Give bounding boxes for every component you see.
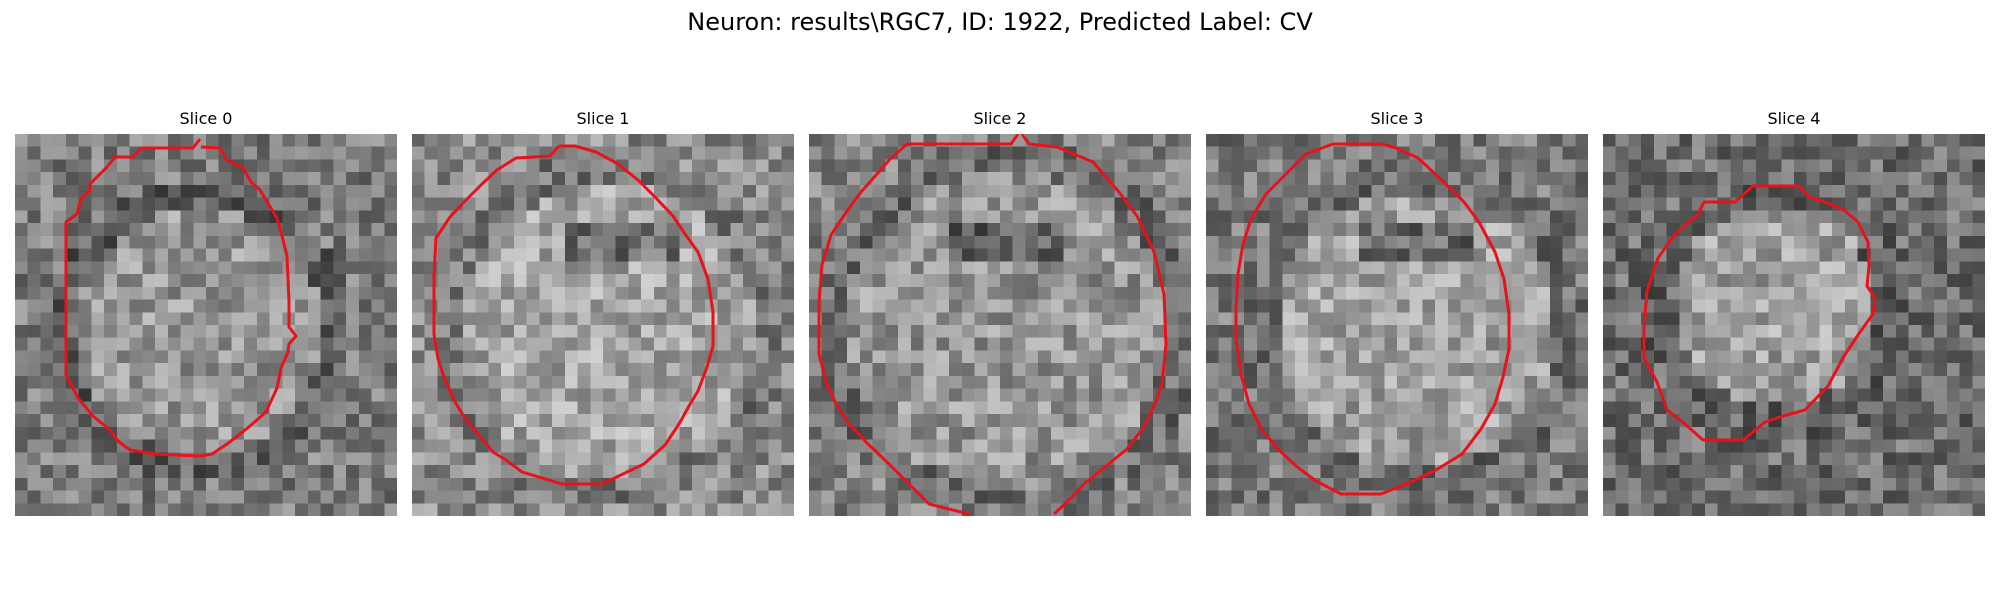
segmentation-contour (817, 134, 1168, 516)
segmentation-contour (1642, 184, 1877, 442)
slice-image (1603, 134, 1985, 516)
grayscale-image (809, 134, 1191, 516)
grayscale-image (1603, 134, 1985, 516)
slice-image (412, 134, 794, 516)
contour-line (1020, 134, 1168, 516)
contour-line (1234, 142, 1511, 496)
contour-line (64, 138, 298, 458)
slice-title: Slice 0 (179, 109, 233, 128)
grayscale-image (412, 134, 794, 516)
slice-title: Slice 1 (576, 109, 630, 128)
contour-line (432, 144, 715, 486)
figure-title: Neuron: results\RGC7, ID: 1922, Predicte… (687, 8, 1313, 36)
segmentation-contour (1234, 142, 1511, 496)
slice-title: Slice 2 (973, 109, 1027, 128)
slice-title: Slice 4 (1767, 109, 1821, 128)
segmentation-contour (432, 144, 715, 486)
slice-title: Slice 3 (1370, 109, 1424, 128)
contour-line (1642, 184, 1877, 442)
slice-image (809, 134, 1191, 516)
slice-image (1206, 134, 1588, 516)
slice-image (15, 134, 397, 516)
segmentation-contour (64, 138, 298, 458)
contour-line (817, 134, 1020, 516)
grayscale-image (15, 134, 397, 516)
grayscale-image (1206, 134, 1588, 516)
